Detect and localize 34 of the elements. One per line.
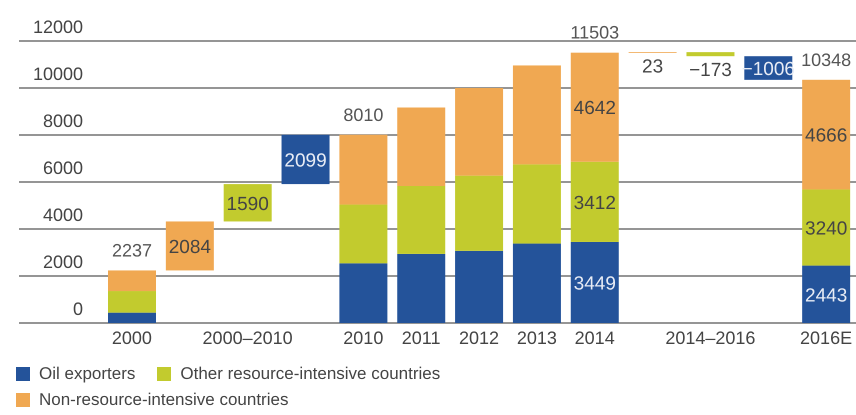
x-tick-label: 2010 (343, 328, 384, 348)
data-label: 4666 (805, 126, 848, 147)
x-tick-label: 2000–2010 (202, 328, 293, 348)
data-label: 3449 (574, 273, 616, 294)
y-tick-label: 2000 (42, 252, 83, 272)
legend-label: Oil exporters (39, 364, 136, 384)
x-tick-label: 2016E (800, 328, 852, 348)
total-label: 11503 (570, 22, 620, 43)
legend-label: Other resource-intensive countries (180, 364, 440, 384)
y-tick-label: 8000 (42, 111, 83, 131)
x-tick-label: 2014–2016 (665, 328, 756, 348)
data-label: 3240 (805, 218, 848, 240)
data-label: 4642 (574, 98, 616, 120)
data-label: 23 (642, 56, 664, 78)
x-tick-label: 2014 (574, 328, 615, 348)
y-tick-label: 10000 (32, 64, 83, 84)
y-tick-label: 0 (72, 299, 83, 319)
y-tick-label: 4000 (42, 205, 83, 225)
total-label: 2237 (112, 240, 152, 260)
data-label: 1590 (226, 194, 269, 215)
total-label: 8010 (343, 104, 384, 125)
data-label: 3412 (574, 192, 616, 214)
x-tick-label: 2011 (402, 328, 441, 348)
y-tick-label: 12000 (32, 17, 83, 37)
data-label: −173 (689, 60, 732, 82)
data-label: 2443 (805, 285, 848, 306)
y-tick-label: 6000 (42, 158, 83, 178)
x-tick-label: 2013 (516, 328, 557, 348)
data-label: 2099 (284, 150, 327, 172)
x-tick-label: 2000 (112, 328, 152, 348)
total-label: 10348 (801, 50, 852, 70)
x-tick-label: 2012 (458, 328, 500, 348)
legend-label: Non-resource-intensive countries (39, 390, 288, 410)
data-label: 2084 (168, 236, 212, 258)
